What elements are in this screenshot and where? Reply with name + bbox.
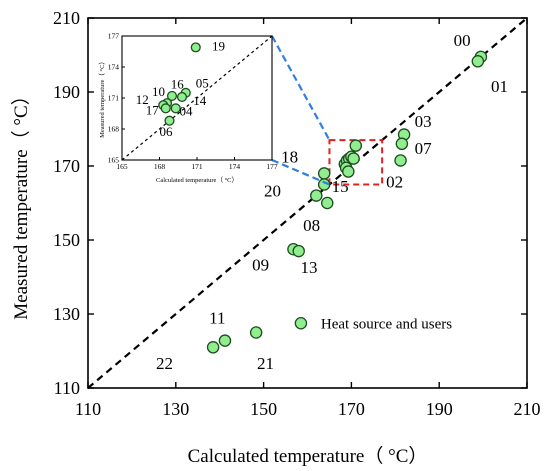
point-label: 13 bbox=[300, 258, 317, 277]
inset-point-label: 17 bbox=[146, 103, 160, 118]
y-tick-label: 210 bbox=[53, 8, 80, 28]
main-plot: 110 130 150 170 190 2101101301501701902100001… bbox=[10, 8, 541, 467]
data-point bbox=[293, 246, 304, 257]
point-label: 00 bbox=[454, 31, 471, 50]
data-point bbox=[472, 56, 483, 67]
point-label: 22 bbox=[156, 354, 173, 373]
inset-plot: 165 168 171 174 1771651681711741771905161012… bbox=[98, 32, 278, 185]
data-point bbox=[251, 327, 262, 338]
point-label: 01 bbox=[491, 77, 508, 96]
point-label: 20 bbox=[264, 182, 281, 201]
data-point bbox=[350, 140, 361, 151]
inset-point-label: 19 bbox=[212, 38, 225, 53]
x-tick-label: 210 bbox=[514, 399, 541, 419]
inset-x-tick-label: 177 bbox=[266, 162, 278, 171]
point-label: 07 bbox=[415, 139, 433, 158]
inset-y-tick-label: 174 bbox=[108, 63, 120, 72]
inset-point-label: 05 bbox=[196, 76, 209, 91]
inset-point-label: 10 bbox=[152, 84, 165, 99]
point-label: 08 bbox=[303, 216, 320, 235]
inset-y-tick-label: 171 bbox=[108, 94, 120, 103]
inset-x-tick-label: 174 bbox=[229, 162, 241, 171]
x-tick-label: 150 bbox=[250, 399, 277, 419]
y-tick-label: 110 bbox=[54, 378, 80, 398]
data-point bbox=[396, 138, 407, 149]
data-point bbox=[395, 155, 406, 166]
y-tick-label: 130 bbox=[53, 304, 80, 324]
inset-x-axis-title: Calculated temperature（ °C） bbox=[156, 176, 238, 184]
data-point bbox=[319, 168, 330, 179]
inset-point-label: 14 bbox=[193, 93, 207, 108]
data-point bbox=[348, 153, 359, 164]
inset-point-label: 04 bbox=[180, 104, 194, 119]
inset-y-axis-title: Measured temperature（ °C） bbox=[98, 58, 106, 138]
data-point bbox=[343, 166, 354, 177]
legend-label: Heat source and users bbox=[321, 316, 452, 332]
point-label: 21 bbox=[257, 354, 274, 373]
inset-data-point bbox=[191, 43, 200, 52]
data-point bbox=[322, 197, 333, 208]
point-label: 09 bbox=[252, 256, 269, 275]
x-tick-label: 130 bbox=[162, 399, 189, 419]
inset-y-tick-label: 165 bbox=[108, 156, 120, 165]
inset-x-tick-label: 171 bbox=[191, 162, 203, 171]
data-point bbox=[219, 335, 230, 346]
legend-marker bbox=[295, 318, 306, 329]
data-point bbox=[311, 190, 322, 201]
y-tick-label: 170 bbox=[53, 156, 80, 176]
y-tick-label: 150 bbox=[53, 230, 80, 250]
x-tick-label: 170 bbox=[338, 399, 365, 419]
data-point bbox=[208, 342, 219, 353]
point-label: 18 bbox=[281, 147, 298, 166]
y-tick-label: 190 bbox=[53, 82, 80, 102]
inset-data-point bbox=[178, 93, 187, 102]
point-label: 11 bbox=[209, 308, 225, 327]
point-label: 15 bbox=[332, 177, 349, 196]
x-tick-label: 190 bbox=[426, 399, 453, 419]
inset-point-label: 16 bbox=[171, 77, 185, 92]
inset-point-label: 06 bbox=[160, 124, 174, 139]
inset-x-tick-label: 168 bbox=[154, 162, 166, 171]
inset-y-tick-label: 168 bbox=[108, 125, 120, 134]
point-label: 02 bbox=[386, 172, 403, 191]
inset-y-tick-label: 177 bbox=[108, 32, 120, 41]
y-axis-title: Measured temperature（ °C） bbox=[10, 86, 32, 319]
x-axis-title: Calculated temperature（ °C） bbox=[188, 445, 428, 467]
x-tick-label: 110 bbox=[75, 399, 101, 419]
point-label: 03 bbox=[415, 112, 432, 131]
connector-line-top bbox=[272, 36, 329, 140]
inset-data-point bbox=[161, 104, 170, 113]
